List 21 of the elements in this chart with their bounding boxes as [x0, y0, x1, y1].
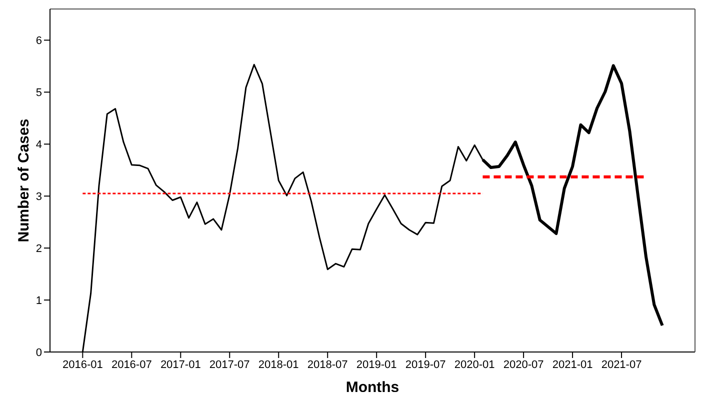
x-tick-label: 2016-07 — [111, 358, 152, 371]
x-axis-title: Months — [346, 379, 400, 396]
x-tick-label: 2019-01 — [356, 358, 397, 371]
y-tick-label: 0 — [36, 346, 42, 359]
x-tick-label: 2018-07 — [307, 358, 348, 371]
x-tick-label: 2020-07 — [503, 358, 544, 371]
y-tick-label: 3 — [36, 190, 42, 203]
x-tick-label: 2017-01 — [160, 358, 201, 371]
x-tick-label: 2017-07 — [209, 358, 250, 371]
y-tick-label: 2 — [36, 242, 42, 255]
x-tick-label: 2021-07 — [601, 358, 642, 371]
y-tick-label: 6 — [36, 35, 42, 48]
x-tick-label: 2019-07 — [405, 358, 446, 371]
x-tick-label: 2021-01 — [552, 358, 593, 371]
y-tick-label: 4 — [36, 139, 42, 152]
x-tick-label: 2018-01 — [258, 358, 299, 371]
y-tick-label: 5 — [36, 87, 42, 100]
x-tick-label: 2020-01 — [454, 358, 495, 371]
y-tick-label: 1 — [36, 294, 42, 307]
x-tick-label: 2016-01 — [62, 358, 103, 371]
y-axis-title: Number of Cases — [15, 118, 32, 242]
